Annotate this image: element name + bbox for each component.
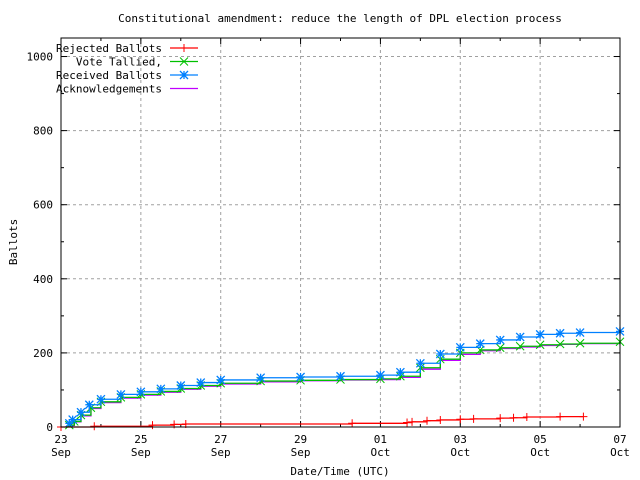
- plus-marker: [556, 412, 565, 421]
- star-marker: [435, 349, 445, 359]
- plus-marker: [348, 419, 357, 428]
- x-tick-month: Sep: [131, 446, 151, 459]
- star-marker: [415, 358, 425, 368]
- y-tick-label: 800: [33, 125, 53, 138]
- x-tick-month: Oct: [450, 446, 470, 459]
- legend-label: Vote Tallied,: [76, 56, 162, 69]
- x-tick-month: Oct: [610, 446, 630, 459]
- star-marker: [296, 372, 306, 382]
- x-tick-day: 25: [134, 433, 147, 446]
- cross-marker: [535, 340, 545, 350]
- x-tick-day: 05: [534, 433, 547, 446]
- cross-marker: [396, 371, 405, 381]
- plus-marker: [579, 412, 588, 421]
- star-marker: [136, 387, 146, 397]
- star-marker: [96, 394, 106, 404]
- star-marker: [76, 407, 86, 417]
- x-tick-day: 23: [54, 433, 67, 446]
- series-line: [69, 342, 621, 427]
- y-tick-label: 1000: [27, 51, 54, 64]
- star-marker: [555, 328, 565, 338]
- x-tick-day: 03: [454, 433, 467, 446]
- y-tick-label: 0: [46, 421, 53, 434]
- star-marker: [179, 70, 189, 80]
- star-marker: [495, 335, 505, 345]
- cross-marker: [555, 339, 565, 349]
- star-marker: [256, 373, 266, 383]
- cross-marker: [575, 338, 585, 348]
- plus-marker: [403, 418, 412, 427]
- plus-marker: [522, 412, 531, 421]
- grid: [61, 38, 620, 427]
- star-marker: [535, 329, 545, 339]
- star-marker: [84, 400, 94, 410]
- series-line: [61, 415, 584, 428]
- chart-title: Constitutional amendment: reduce the len…: [118, 12, 562, 25]
- star-marker: [395, 367, 405, 377]
- x-tick-month: Sep: [291, 446, 311, 459]
- plus-marker: [423, 416, 432, 425]
- star-marker: [455, 342, 465, 352]
- y-tick-label: 400: [33, 273, 53, 286]
- plot-border: [60, 37, 621, 428]
- x-tick-month: Sep: [211, 446, 231, 459]
- x-tick-day: 07: [613, 433, 626, 446]
- plus-marker: [509, 413, 518, 422]
- plus-marker: [456, 415, 465, 424]
- star-marker: [156, 384, 166, 394]
- y-tick-label: 600: [33, 199, 53, 212]
- x-tick-day: 27: [214, 433, 227, 446]
- legend-label: Rejected Ballots: [56, 42, 162, 55]
- x-tick-month: Oct: [370, 446, 390, 459]
- legend-label: Received Ballots: [56, 69, 162, 82]
- y-tick-label: 200: [33, 347, 53, 360]
- star-marker: [216, 375, 226, 385]
- plus-marker: [469, 414, 478, 423]
- x-tick-month: Oct: [530, 446, 550, 459]
- series-rejected-ballots: [57, 412, 588, 431]
- series-line: [69, 331, 621, 424]
- star-marker: [575, 328, 585, 337]
- star-marker: [68, 415, 78, 425]
- x-tick-day: 29: [294, 433, 307, 446]
- plus-marker: [436, 415, 445, 424]
- series-line: [69, 341, 621, 426]
- x-tick-month: Sep: [51, 446, 71, 459]
- star-marker: [176, 381, 186, 390]
- star-marker: [116, 389, 126, 399]
- star-marker: [336, 371, 345, 381]
- cross-marker: [495, 343, 505, 353]
- star-marker: [515, 332, 525, 342]
- plus-marker: [496, 414, 505, 423]
- x-axis-label: Date/Time (UTC): [290, 465, 389, 478]
- cross-marker: [179, 57, 189, 66]
- star-marker: [475, 339, 485, 349]
- plus-marker: [148, 421, 157, 430]
- legend-label: Acknowledgements: [56, 83, 162, 96]
- x-tick-day: 01: [374, 433, 387, 446]
- cross-marker: [515, 341, 525, 351]
- star-marker: [375, 370, 385, 380]
- y-axis-label: Ballots: [7, 219, 20, 265]
- series-group: [57, 326, 625, 431]
- star-marker: [196, 378, 206, 388]
- plus-marker: [180, 44, 188, 52]
- axis-ticks: 0200400600800100023Sep25Sep27Sep29Sep01O…: [27, 38, 630, 459]
- plus-marker: [408, 417, 417, 426]
- plus-marker: [90, 422, 99, 431]
- series-acknowledgements: [69, 342, 621, 427]
